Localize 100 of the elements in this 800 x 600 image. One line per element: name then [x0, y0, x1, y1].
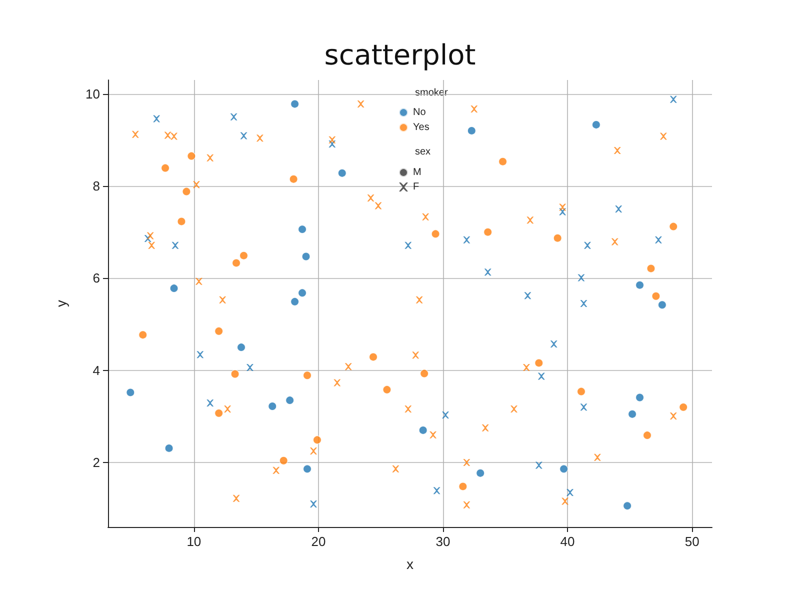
point: [312, 436, 322, 444]
point: [246, 364, 254, 372]
point: [404, 242, 412, 249]
point: [126, 388, 135, 397]
point: [418, 426, 428, 435]
point: [430, 431, 437, 438]
point: [615, 206, 622, 213]
point: [484, 228, 492, 236]
point: [298, 225, 307, 234]
point: [652, 292, 660, 300]
point: [256, 134, 264, 142]
point: [230, 370, 240, 378]
y-tick-label: 2: [92, 454, 100, 470]
point: [670, 96, 677, 103]
point: [206, 154, 214, 162]
legend-label: Yes: [413, 122, 430, 133]
point: [367, 194, 374, 202]
point: [224, 406, 232, 413]
y-tick-label: 10: [86, 86, 100, 102]
point: [153, 115, 160, 122]
point: [580, 404, 588, 411]
point: [160, 164, 170, 172]
legend-label: No: [413, 107, 426, 118]
point: [614, 147, 621, 154]
point: [592, 120, 600, 129]
point: [279, 456, 288, 465]
point: [510, 406, 518, 413]
point: [357, 100, 364, 108]
point: [635, 280, 644, 290]
point: [368, 352, 378, 362]
point: [164, 444, 174, 452]
legend-label: M: [413, 167, 422, 178]
point: [578, 274, 585, 282]
point: [594, 454, 601, 461]
point: [470, 106, 478, 113]
point: [310, 500, 317, 508]
point: [482, 424, 489, 432]
point: [146, 232, 154, 240]
point: [289, 174, 298, 184]
point: [635, 393, 644, 402]
point: [484, 268, 492, 276]
y-tick-label: 6: [92, 270, 100, 286]
legend-title: smoker: [415, 88, 448, 98]
point: [230, 113, 238, 120]
point: [642, 431, 652, 440]
point: [272, 466, 280, 474]
point: [412, 352, 420, 359]
point: [195, 278, 202, 285]
x-axis-title: x: [406, 556, 414, 572]
point: [550, 340, 558, 348]
point: [392, 465, 400, 472]
point: [232, 494, 240, 502]
point: [310, 447, 317, 454]
point: [628, 410, 637, 418]
point: [524, 292, 532, 300]
point: [214, 408, 224, 418]
point: [290, 297, 300, 306]
point: [170, 132, 178, 140]
point: [467, 126, 476, 135]
point: [268, 402, 277, 411]
point: [192, 181, 200, 188]
annotation: sex: [415, 146, 431, 158]
point: [214, 326, 224, 336]
x-tick-label: 50: [684, 534, 700, 549]
x-tick-label: 30: [436, 534, 450, 549]
point: [566, 488, 574, 496]
point: [196, 351, 204, 358]
point: [344, 363, 352, 370]
point: [206, 400, 214, 407]
point: [560, 464, 568, 474]
point: [232, 258, 241, 268]
point: [584, 242, 591, 249]
point: [382, 385, 392, 394]
y-tick-label: 4: [92, 362, 100, 378]
point: [463, 236, 470, 244]
point: [404, 406, 412, 413]
point: [559, 204, 566, 211]
point: [170, 284, 178, 293]
point: [458, 482, 468, 491]
x-tick-label: 10: [186, 534, 202, 549]
point: [240, 132, 248, 140]
point: [239, 251, 248, 260]
point: [138, 330, 148, 340]
point: [416, 296, 423, 304]
legend-label: F: [413, 182, 420, 192]
point: [553, 234, 562, 242]
point: [498, 157, 508, 166]
point: [463, 458, 470, 466]
point: [660, 132, 667, 140]
point: [302, 252, 310, 261]
point: [576, 387, 586, 396]
point: [538, 372, 545, 380]
point: [654, 236, 662, 244]
point: [534, 358, 544, 368]
point: [669, 222, 678, 231]
point: [623, 502, 632, 510]
point: [526, 216, 534, 224]
point: [522, 364, 530, 372]
point: [164, 132, 172, 139]
point: [580, 300, 588, 307]
